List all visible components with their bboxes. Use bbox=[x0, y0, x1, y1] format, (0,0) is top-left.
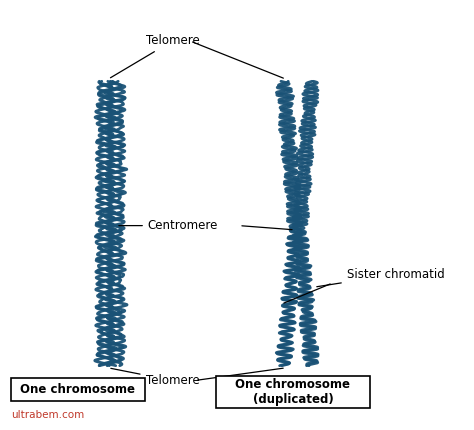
Text: One chromosome: One chromosome bbox=[20, 383, 136, 396]
Text: Centromere: Centromere bbox=[119, 219, 218, 232]
Text: Telomere: Telomere bbox=[111, 369, 199, 387]
Text: ultrabem.com: ultrabem.com bbox=[11, 410, 84, 420]
FancyBboxPatch shape bbox=[11, 378, 145, 401]
Text: Sister chromatid: Sister chromatid bbox=[317, 268, 445, 287]
FancyBboxPatch shape bbox=[216, 376, 370, 408]
Text: One chromosome
(duplicated): One chromosome (duplicated) bbox=[236, 378, 350, 406]
Text: Telomere: Telomere bbox=[110, 34, 199, 78]
